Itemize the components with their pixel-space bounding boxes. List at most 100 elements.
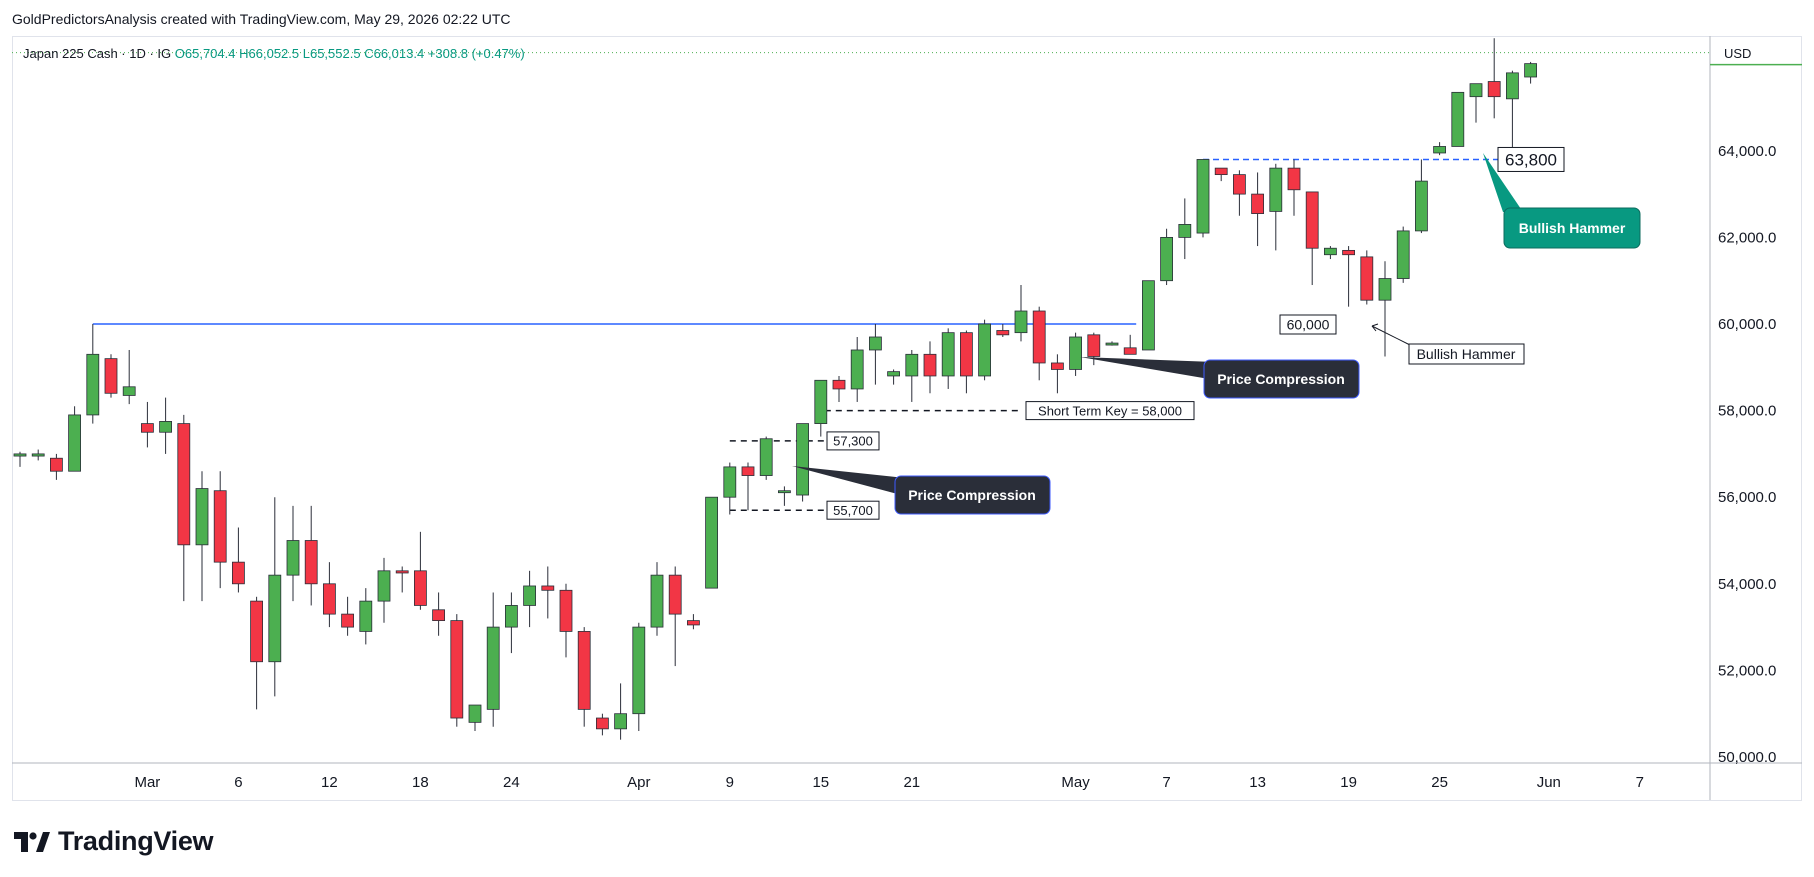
candle-body-up bbox=[159, 421, 173, 433]
candle-body-up bbox=[650, 574, 664, 628]
candle-body-down bbox=[1305, 191, 1319, 249]
candle bbox=[304, 505, 318, 606]
candle-body-up bbox=[504, 605, 518, 628]
candle bbox=[504, 592, 518, 654]
candle bbox=[213, 471, 227, 589]
x-tick-label: May bbox=[1061, 774, 1090, 791]
candle bbox=[1087, 332, 1101, 366]
candle bbox=[1051, 354, 1064, 394]
candle bbox=[1451, 91, 1465, 147]
candle bbox=[1396, 226, 1410, 283]
candle-body-down bbox=[140, 423, 154, 433]
x-tick-label: Mar bbox=[134, 774, 160, 791]
candle-body-down bbox=[304, 540, 318, 585]
candle bbox=[140, 401, 154, 448]
level-label-63800-box bbox=[1497, 146, 1565, 172]
price-levels bbox=[12, 52, 1802, 511]
candle bbox=[159, 397, 173, 454]
x-tick-label: 19 bbox=[1340, 774, 1357, 791]
candle-body-down bbox=[1123, 347, 1137, 355]
candle bbox=[632, 622, 646, 732]
price-compression-callout-1-pointer bbox=[792, 466, 905, 496]
candle bbox=[1142, 280, 1155, 351]
legend-close: C66,013.4 bbox=[364, 46, 425, 61]
candle-body-down bbox=[104, 358, 118, 394]
chart-attribution-title: GoldPredictorsAnalysis created with Trad… bbox=[12, 11, 511, 27]
x-tick-label: 21 bbox=[903, 774, 920, 791]
candle-body-up bbox=[1196, 159, 1210, 234]
legend-change: +308.8 (+0.47%) bbox=[427, 46, 525, 61]
candle-body-up bbox=[468, 704, 482, 723]
level-label-55700: 55,700 bbox=[826, 500, 880, 520]
level-label-60000: 60,000 bbox=[1279, 314, 1337, 335]
candle bbox=[1123, 334, 1137, 355]
bullish-hammer-label: Bullish Hammer bbox=[1371, 323, 1525, 365]
bullish-hammer-callout: Bullish Hammer bbox=[1483, 153, 1641, 249]
chart-frame[interactable] bbox=[12, 36, 1802, 801]
candle-body-down bbox=[1087, 334, 1101, 357]
candle bbox=[13, 451, 27, 467]
candle bbox=[1506, 70, 1519, 160]
candle-body-up bbox=[705, 496, 718, 589]
candle bbox=[705, 496, 718, 589]
candle-body-down bbox=[231, 561, 245, 585]
candle bbox=[1160, 228, 1173, 286]
currency-label[interactable]: USD bbox=[1724, 46, 1752, 61]
candle bbox=[31, 449, 45, 461]
candle bbox=[850, 336, 864, 402]
candle bbox=[1287, 159, 1301, 216]
candle-body-up bbox=[778, 490, 791, 494]
candle bbox=[723, 462, 737, 515]
candle-body-up bbox=[523, 585, 536, 606]
x-tick-label: 25 bbox=[1431, 774, 1448, 791]
candle-body-up bbox=[887, 371, 900, 377]
candle bbox=[523, 570, 536, 628]
candle-body-up bbox=[759, 438, 773, 476]
candle-body-down bbox=[1251, 193, 1264, 214]
candle-body-up bbox=[1142, 280, 1155, 351]
candle bbox=[1324, 246, 1337, 260]
candle-body-up bbox=[68, 414, 81, 472]
candle-body-down bbox=[996, 330, 1010, 336]
candle bbox=[741, 462, 755, 511]
price-compression-callout-2-box bbox=[1203, 359, 1360, 399]
candle-body-up bbox=[1160, 236, 1173, 282]
y-tick-label: 58,000.0 bbox=[1718, 403, 1776, 420]
candle-body-down bbox=[213, 490, 227, 563]
candle-body-up bbox=[1451, 91, 1465, 147]
candle bbox=[832, 375, 846, 402]
candle bbox=[450, 614, 464, 727]
candle-body-down bbox=[559, 589, 573, 632]
candle bbox=[1487, 38, 1501, 119]
candle bbox=[286, 505, 300, 602]
candle bbox=[68, 406, 81, 472]
candle bbox=[814, 379, 828, 437]
level-label-63800-text: 63,800 bbox=[1505, 151, 1557, 170]
x-tick-label: 12 bbox=[321, 774, 338, 791]
candle bbox=[486, 592, 500, 727]
x-tick-label: Apr bbox=[627, 774, 650, 791]
candle-body-down bbox=[832, 379, 846, 390]
tradingview-logo[interactable]: TradingView bbox=[14, 826, 214, 857]
candle-body-up bbox=[1324, 247, 1337, 256]
legend-high: H66,052.5 bbox=[239, 46, 300, 61]
candle-body-up bbox=[1415, 180, 1428, 232]
candle-body-down bbox=[1032, 310, 1046, 364]
candle-body-up bbox=[13, 453, 27, 457]
candle-body-up bbox=[941, 332, 955, 377]
candle-body-up bbox=[1433, 146, 1446, 154]
y-tick-label: 62,000.0 bbox=[1718, 229, 1776, 246]
y-tick-label: 50,000.0 bbox=[1718, 749, 1776, 766]
price-compression-callout-1-text: Price Compression bbox=[908, 487, 1036, 503]
candle bbox=[1251, 172, 1264, 247]
candle bbox=[559, 583, 573, 658]
candle bbox=[1433, 142, 1446, 156]
candle-body-down bbox=[960, 332, 973, 377]
candle bbox=[978, 319, 991, 381]
y-tick-label: 64,000.0 bbox=[1718, 143, 1776, 160]
x-tick-label: Jun bbox=[1537, 774, 1561, 791]
candle bbox=[395, 566, 409, 593]
candle bbox=[1415, 159, 1428, 234]
candle bbox=[614, 683, 627, 740]
